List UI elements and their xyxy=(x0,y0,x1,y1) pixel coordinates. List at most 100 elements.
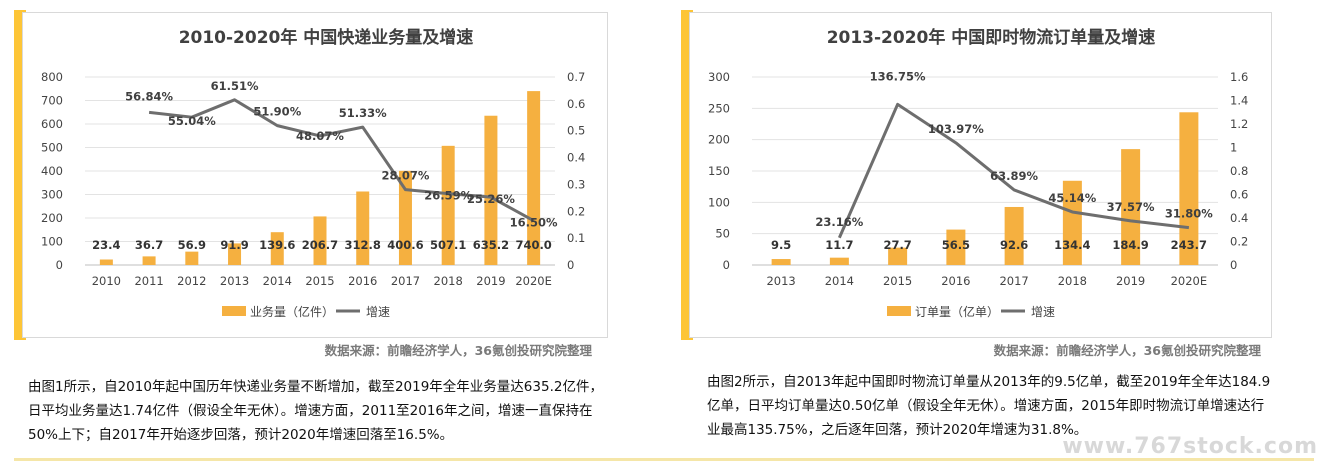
y-tick-label: 300 xyxy=(708,70,730,84)
bar-data-label: 139.6 xyxy=(259,238,295,252)
x-tick-label: 2014 xyxy=(263,274,292,288)
bar xyxy=(829,257,849,265)
chart-title: 2013-2020年 中国即时物流订单量及增速 xyxy=(827,27,1156,48)
legend-line-label: 增速 xyxy=(1031,305,1055,319)
x-tick-label: 2013 xyxy=(220,274,249,288)
line-data-label: 51.33% xyxy=(339,106,387,120)
y-tick-label: 250 xyxy=(708,101,730,115)
line-data-label: 23.16% xyxy=(815,215,863,229)
bar xyxy=(771,259,791,265)
line-data-label: 28.07% xyxy=(382,169,430,183)
x-tick-label: 2013 xyxy=(766,274,795,288)
bar-data-label: 56.9 xyxy=(178,238,206,252)
y-tick-label: 50 xyxy=(715,227,730,241)
bar-data-label: 36.7 xyxy=(135,238,163,252)
line-data-label: 61.51% xyxy=(211,79,259,93)
y2-tick-label: 1.6 xyxy=(1230,70,1248,84)
y2-tick-label: 0 xyxy=(1230,258,1237,272)
bar-data-label: 740.0 xyxy=(515,238,551,252)
bar xyxy=(270,232,284,265)
chart-title: 2010-2020年 中国快递业务量及增速 xyxy=(179,27,474,48)
source-note-left: 数据来源：前瞻经济学人，36氪创投研究院整理 xyxy=(324,343,592,358)
line-data-label: 45.14% xyxy=(1048,191,1096,205)
bar-data-label: 91.9 xyxy=(220,238,248,252)
x-tick-label: 2015 xyxy=(883,274,912,288)
bar xyxy=(1004,206,1024,265)
bar-data-label: 23.4 xyxy=(92,238,120,252)
y2-tick-label: 0.6 xyxy=(1230,188,1248,202)
line-data-label: 51.90% xyxy=(253,105,301,119)
x-tick-label: 2012 xyxy=(177,274,206,288)
x-tick-label: 2017 xyxy=(999,274,1028,288)
x-tick-label: 2017 xyxy=(391,274,420,288)
bar-data-label: 206.7 xyxy=(302,238,338,252)
x-tick-label: 2018 xyxy=(1058,274,1087,288)
y2-tick-label: 0.5 xyxy=(567,124,585,138)
legend-bar-label: 业务量（亿件） xyxy=(250,304,334,319)
line-data-label: 31.80% xyxy=(1165,207,1213,221)
chart-panel-express: 2010-2020年 中国快递业务量及增速 0 100 200 300 400 500 600… xyxy=(22,12,608,338)
y-tick-label: 100 xyxy=(708,195,730,209)
x-tick-label: 2020E xyxy=(515,274,552,288)
line-data-label: 56.84% xyxy=(125,89,173,103)
y2-tick-label: 0.4 xyxy=(567,151,585,165)
growth-line xyxy=(838,102,1190,239)
bar xyxy=(398,170,412,265)
y-tick-label: 200 xyxy=(41,211,63,225)
y-tick-label: 600 xyxy=(41,117,63,131)
y2-tick-label: 0.1 xyxy=(567,231,585,245)
line-data-label: 26.59% xyxy=(424,189,472,203)
y-tick-label: 100 xyxy=(41,235,63,249)
y2-tick-label: 0.4 xyxy=(1230,211,1248,225)
bar xyxy=(142,256,156,265)
source-note-right: 数据来源：前瞻经济学人，36氪创投研究院整理 xyxy=(993,343,1261,358)
legend-bar-swatch xyxy=(887,306,911,316)
bar-data-label: 56.5 xyxy=(942,238,970,252)
bar xyxy=(1062,180,1082,265)
x-tick-label: 2020E xyxy=(1171,274,1208,288)
y2-tick-label: 0.2 xyxy=(567,204,585,218)
x-tick-label: 2015 xyxy=(305,274,334,288)
line-data-label: 103.97% xyxy=(928,122,984,136)
bar xyxy=(527,91,541,265)
y-tick-label: 500 xyxy=(41,141,63,155)
x-tick-label: 2016 xyxy=(348,274,377,288)
growth-line xyxy=(148,98,535,222)
bar xyxy=(313,216,327,265)
y2-tick-label: 0 xyxy=(567,258,574,272)
bar xyxy=(356,191,370,265)
y-tick-label: 0 xyxy=(723,258,730,272)
y-tick-label: 300 xyxy=(41,188,63,202)
y2-tick-label: 0.6 xyxy=(567,97,585,111)
bar xyxy=(99,259,113,265)
y2-tick-label: 1 xyxy=(1230,141,1237,155)
y-tick-label: 800 xyxy=(41,70,63,84)
x-tick-label: 2019 xyxy=(476,274,505,288)
watermark: www.767stock.com xyxy=(1062,434,1318,459)
y2-tick-label: 1.2 xyxy=(1230,117,1248,131)
bar-data-label: 92.6 xyxy=(1000,238,1028,252)
legend-bar-label: 订单量（亿单） xyxy=(915,304,999,319)
y-tick-label: 400 xyxy=(41,164,63,178)
bar-data-label: 635.2 xyxy=(473,238,509,252)
x-tick-label: 2010 xyxy=(92,274,121,288)
bar-data-label: 11.7 xyxy=(825,238,853,252)
description-left: 由图1所示，自2010年起中国历年快递业务量不断增加，截至2019年全年业务量达… xyxy=(28,379,603,443)
y-tick-label: 700 xyxy=(41,94,63,108)
bar-data-label: 507.1 xyxy=(430,238,466,252)
line-data-label: 16.50% xyxy=(510,216,558,230)
chart-panel-instant: 2013-2020年 中国即时物流订单量及增速 0 50 100 150 200 250 30… xyxy=(689,12,1272,338)
x-tick-label: 2018 xyxy=(434,274,463,288)
bar-data-label: 184.9 xyxy=(1112,238,1148,252)
bar-data-label: 9.5 xyxy=(771,238,791,252)
line-data-label: 25.26% xyxy=(467,192,515,206)
line-data-label: 37.57% xyxy=(1107,200,1155,214)
y-tick-label: 200 xyxy=(708,133,730,147)
y-tick-label: 0 xyxy=(56,258,63,272)
y2-tick-label: 0.2 xyxy=(1230,235,1248,249)
legend-bar-swatch xyxy=(222,306,246,316)
x-tick-label: 2014 xyxy=(825,274,854,288)
description-right: 由图2所示，自2013年起中国即时物流订单量从2013年的9.5亿单，截至201… xyxy=(707,374,1271,438)
bar xyxy=(228,243,242,265)
bar-data-label: 400.6 xyxy=(387,238,423,252)
